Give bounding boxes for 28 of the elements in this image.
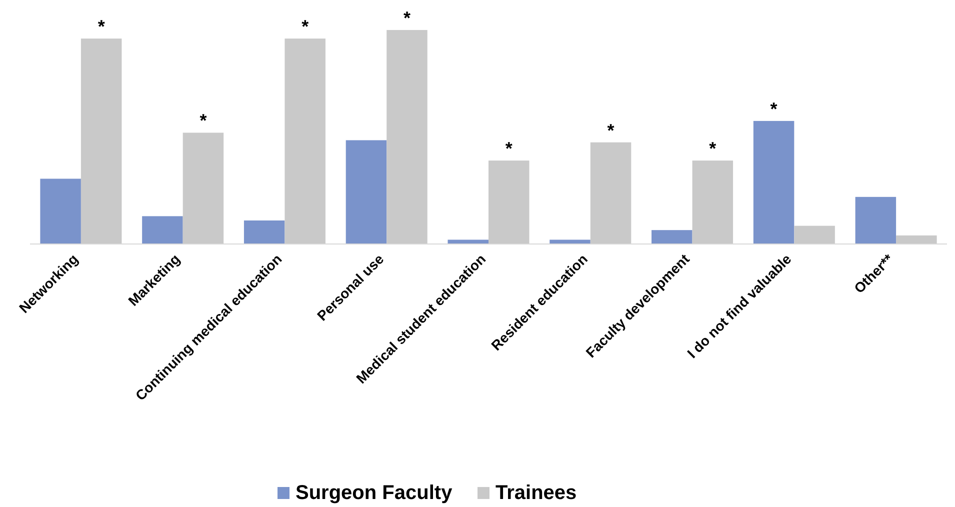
annotation: *	[770, 98, 778, 119]
bar	[40, 178, 81, 244]
annotation: *	[200, 110, 207, 131]
bar	[550, 240, 590, 244]
bar	[794, 226, 835, 244]
annotation: *	[709, 138, 716, 159]
annotation: *	[98, 16, 105, 37]
annotation: *	[302, 16, 309, 37]
bar	[896, 235, 937, 244]
bar	[692, 160, 734, 244]
annotation: *	[607, 120, 614, 140]
bar	[244, 220, 285, 244]
bar	[346, 140, 387, 244]
bar	[753, 120, 794, 244]
bar	[386, 30, 428, 244]
bar	[182, 132, 224, 244]
annotation: *	[403, 8, 410, 28]
bar	[488, 160, 530, 244]
legend-label: Surgeon Faculty	[296, 482, 454, 504]
legend-label: Trainees	[496, 482, 577, 504]
bar	[142, 216, 183, 244]
bar	[652, 230, 692, 244]
bar	[448, 240, 488, 244]
bar	[284, 38, 326, 244]
bar	[855, 196, 896, 244]
annotation: *	[505, 138, 512, 159]
bar	[80, 38, 122, 244]
bar	[590, 142, 632, 244]
